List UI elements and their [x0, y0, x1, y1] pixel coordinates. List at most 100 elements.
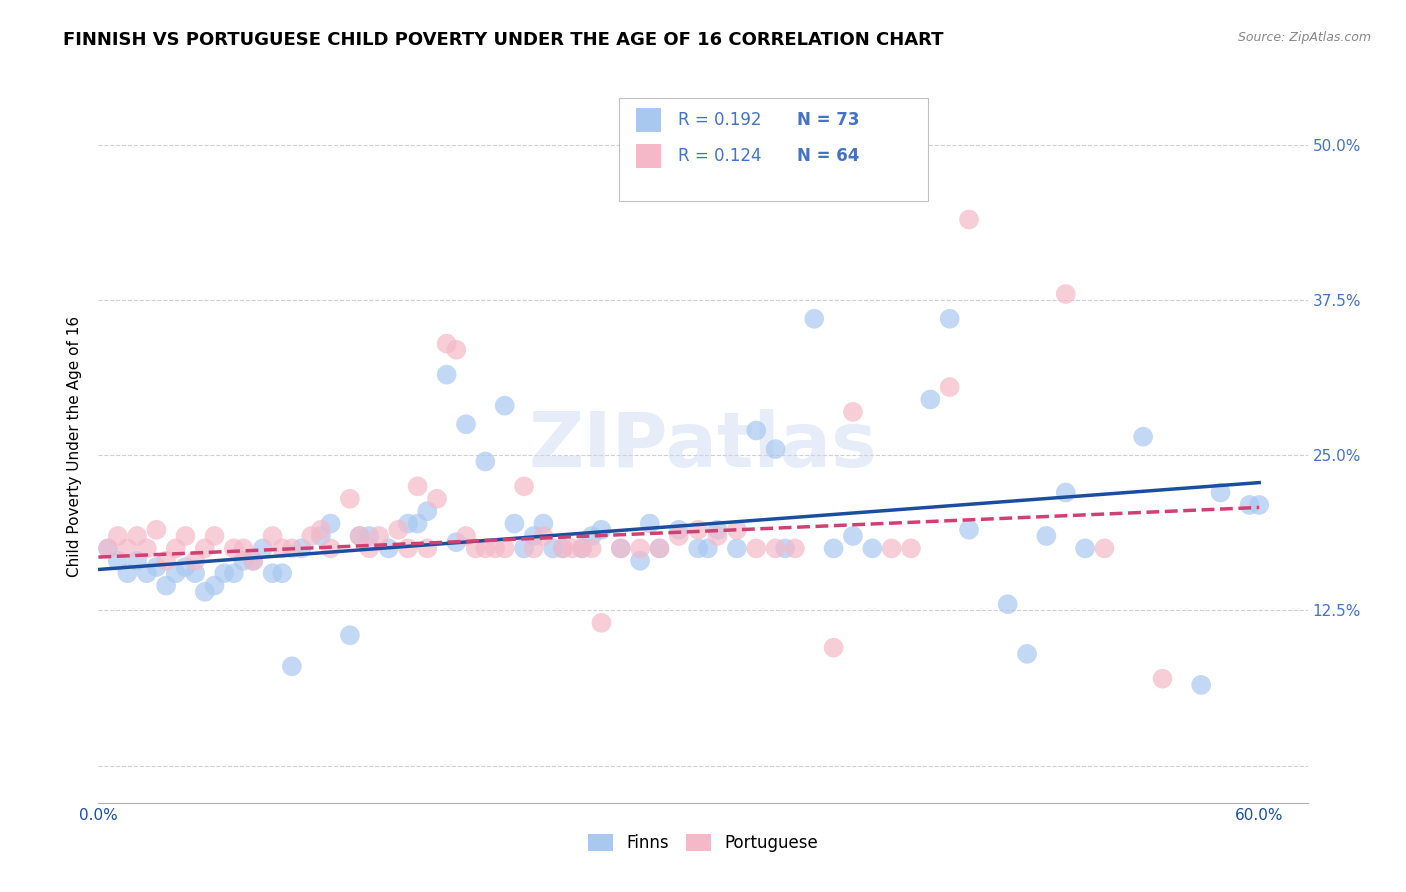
Point	[1152, 672, 1174, 686]
Point	[668, 523, 690, 537]
Point	[484, 541, 506, 556]
Point	[513, 541, 536, 556]
Point	[531, 516, 554, 531]
Point	[880, 541, 903, 556]
Text: FINNISH VS PORTUGUESE CHILD POVERTY UNDER THE AGE OF 16 CORRELATION CHART: FINNISH VS PORTUGUESE CHILD POVERTY UNDE…	[63, 31, 943, 49]
Text: R = 0.124: R = 0.124	[678, 146, 761, 165]
Point	[396, 541, 419, 556]
Point	[997, 597, 1019, 611]
Point	[184, 566, 207, 581]
Point	[262, 529, 284, 543]
Point	[648, 541, 671, 556]
Text: N = 73: N = 73	[797, 111, 859, 129]
Point	[1132, 430, 1154, 444]
Point	[377, 541, 399, 556]
Point	[242, 554, 264, 568]
Point	[938, 311, 960, 326]
Text: R = 0.192: R = 0.192	[678, 111, 761, 129]
Point	[706, 529, 728, 543]
Point	[290, 541, 312, 556]
Point	[668, 529, 690, 543]
Point	[242, 554, 264, 568]
Point	[204, 529, 226, 543]
Point	[628, 541, 651, 556]
Point	[783, 541, 806, 556]
Point	[957, 212, 980, 227]
Point	[204, 579, 226, 593]
Point	[212, 566, 235, 581]
Point	[454, 417, 477, 432]
Point	[1094, 541, 1116, 556]
Point	[957, 523, 980, 537]
Point	[135, 566, 157, 581]
Point	[765, 442, 787, 456]
Point	[155, 579, 177, 593]
Point	[339, 491, 361, 506]
Text: N = 64: N = 64	[797, 146, 859, 165]
Point	[551, 541, 574, 556]
Point	[842, 405, 865, 419]
Point	[127, 529, 149, 543]
Point	[1189, 678, 1212, 692]
Point	[610, 541, 633, 556]
Point	[531, 529, 554, 543]
Point	[155, 554, 177, 568]
Text: ZIPatlas: ZIPatlas	[529, 409, 877, 483]
Point	[745, 424, 768, 438]
Point	[551, 541, 574, 556]
Point	[319, 516, 342, 531]
Point	[271, 566, 294, 581]
Point	[765, 541, 787, 556]
Point	[446, 535, 468, 549]
Point	[1054, 485, 1077, 500]
Point	[349, 529, 371, 543]
Point	[464, 541, 486, 556]
Point	[688, 541, 710, 556]
Point	[107, 529, 129, 543]
Point	[900, 541, 922, 556]
Point	[523, 541, 546, 556]
Point	[610, 541, 633, 556]
Point	[194, 584, 217, 599]
Point	[127, 554, 149, 568]
Point	[454, 529, 477, 543]
Point	[696, 541, 718, 556]
Point	[174, 529, 197, 543]
Point	[194, 541, 217, 556]
Point	[368, 529, 391, 543]
Point	[117, 566, 139, 581]
Point	[725, 541, 748, 556]
Point	[725, 523, 748, 537]
Point	[281, 659, 304, 673]
Point	[1015, 647, 1038, 661]
Point	[638, 516, 661, 531]
Point	[1054, 287, 1077, 301]
Point	[135, 541, 157, 556]
Point	[1035, 529, 1057, 543]
Point	[299, 529, 322, 543]
Point	[387, 523, 409, 537]
Point	[271, 541, 294, 556]
Point	[436, 336, 458, 351]
Point	[222, 541, 245, 556]
Point	[97, 541, 120, 556]
Point	[474, 454, 496, 468]
Point	[165, 566, 187, 581]
Point	[339, 628, 361, 642]
Point	[513, 479, 536, 493]
Point	[145, 523, 167, 537]
Point	[628, 554, 651, 568]
Point	[648, 541, 671, 556]
Point	[571, 541, 593, 556]
Point	[920, 392, 942, 407]
Point	[309, 529, 332, 543]
Point	[541, 541, 564, 556]
Point	[823, 541, 845, 556]
Point	[145, 560, 167, 574]
Point	[503, 516, 526, 531]
Point	[174, 560, 197, 574]
Point	[1209, 485, 1232, 500]
Point	[523, 529, 546, 543]
Point	[97, 541, 120, 556]
Point	[281, 541, 304, 556]
